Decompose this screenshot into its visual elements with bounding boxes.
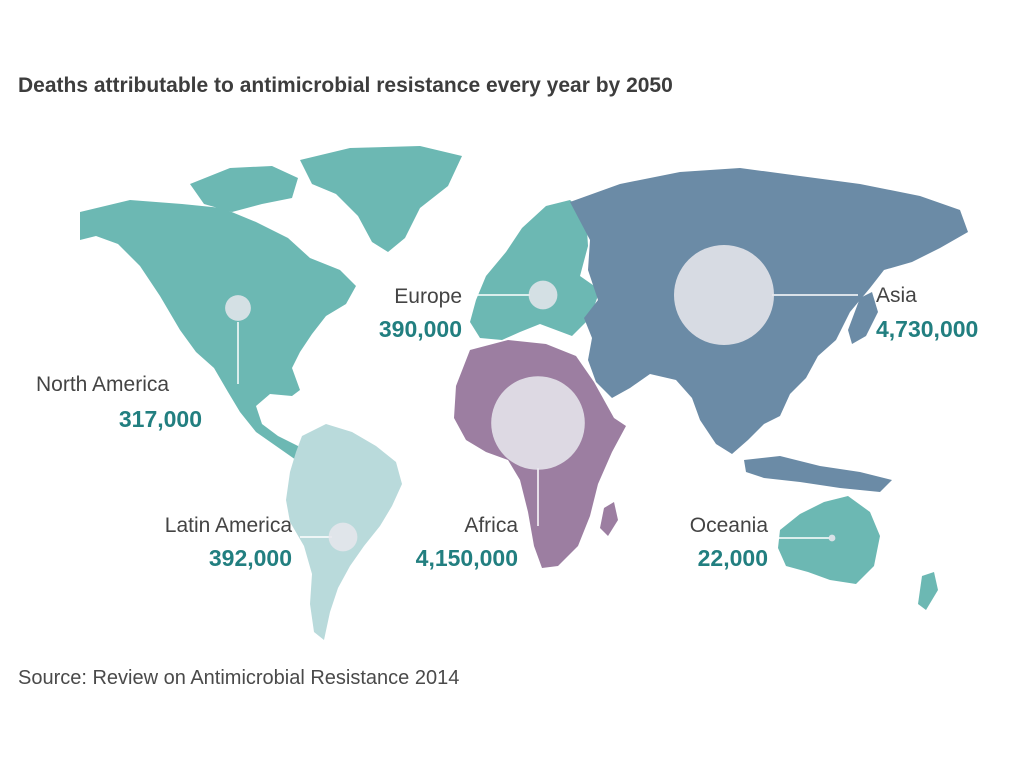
label-north-america-name: North America — [36, 373, 170, 396]
bubble-asia — [674, 245, 774, 345]
label-north-america-value: 317,000 — [118, 406, 202, 432]
source-note: Source: Review on Antimicrobial Resistan… — [18, 667, 460, 689]
landmass-sea-islands — [744, 456, 892, 492]
label-oceania-value: 22,000 — [697, 545, 768, 571]
landmass-greenland — [300, 146, 462, 252]
label-oceania-name: Oceania — [689, 514, 768, 537]
landmass-arctic-islands — [190, 166, 298, 212]
bubble-europe — [528, 280, 558, 310]
label-asia-name: Asia — [876, 284, 917, 307]
bubble-north-america — [225, 295, 251, 321]
landmass-north-america — [80, 200, 356, 460]
map-title: Deaths attributable to antimicrobial res… — [18, 74, 673, 97]
landmass-new-zealand — [918, 572, 938, 610]
label-africa-name: Africa — [464, 514, 518, 537]
bubble-oceania — [828, 534, 836, 542]
landmass-japan — [848, 292, 878, 344]
bubble-africa — [491, 376, 585, 470]
label-europe-name: Europe — [394, 285, 462, 308]
label-latin-america-value: 392,000 — [208, 545, 292, 571]
label-asia-value: 4,730,000 — [876, 316, 979, 342]
landmass-australia — [778, 496, 880, 584]
label-latin-america-name: Latin America — [164, 514, 292, 537]
bubble-latin-america — [328, 522, 358, 552]
label-europe-value: 390,000 — [378, 316, 462, 342]
label-africa-value: 4,150,000 — [415, 545, 518, 571]
landmass-madagascar — [600, 502, 618, 536]
landmass-europe — [470, 200, 600, 340]
